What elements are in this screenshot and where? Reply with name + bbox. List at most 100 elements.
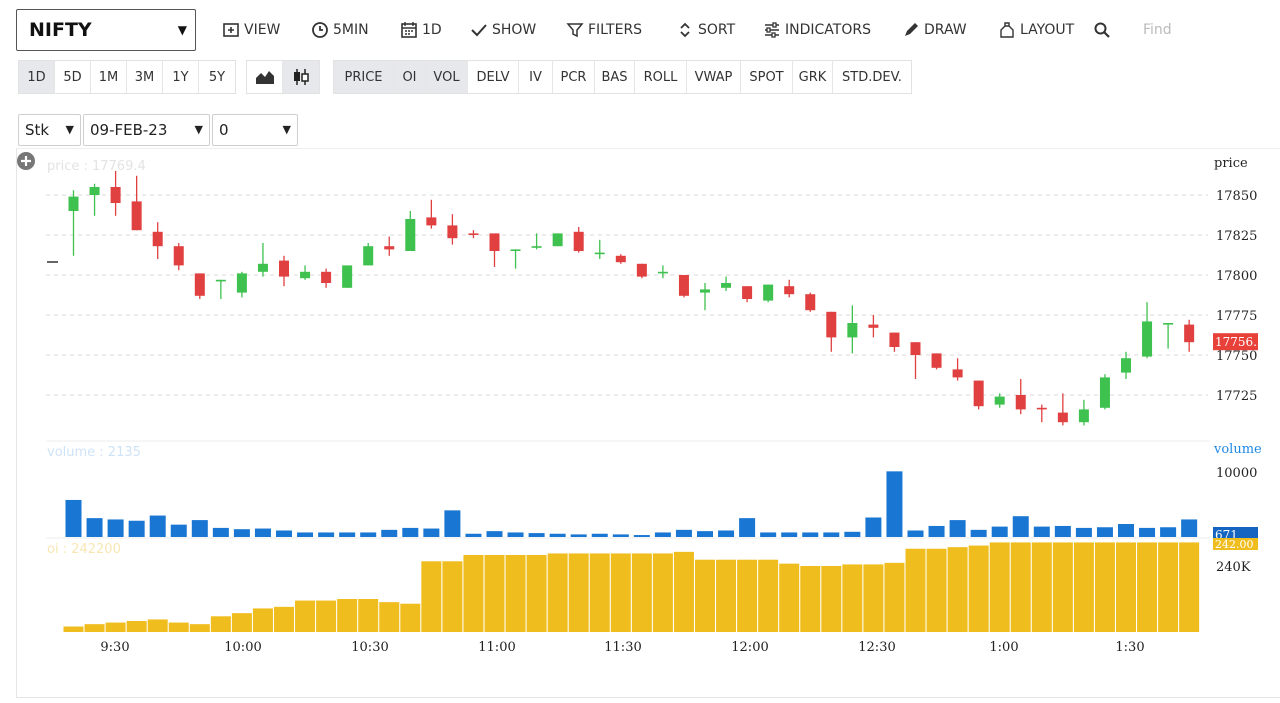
oi-bar	[274, 606, 294, 632]
series-stddev-button[interactable]: STD.DEV.	[842, 69, 902, 85]
area-chart-mode-button[interactable]	[247, 61, 283, 93]
oi-bar	[442, 561, 463, 632]
candle	[1099, 377, 1110, 408]
price-tick-label: 17775	[1216, 309, 1257, 324]
candle	[973, 380, 984, 407]
series-roll-button[interactable]: ROLL	[635, 61, 687, 93]
calendar-icon	[401, 22, 417, 38]
period-1y-button[interactable]: 1Y	[163, 61, 199, 93]
layout-button[interactable]: LAYOUT	[998, 18, 1074, 42]
period-5d-button[interactable]: 5D	[55, 61, 91, 93]
sort-button[interactable]: SORT	[676, 18, 735, 42]
range-label: 1D	[422, 22, 442, 38]
candle	[721, 283, 732, 288]
oi-bar	[337, 599, 358, 632]
indicators-button[interactable]: INDICATORS	[763, 18, 871, 42]
candle	[889, 332, 900, 347]
volume-bar	[654, 532, 671, 537]
series-pcr-button[interactable]: PCR	[553, 61, 595, 93]
expiry-select[interactable]: 09-FEB-23 ▼	[83, 114, 210, 146]
last-price-value: 17756.5	[1215, 335, 1265, 349]
candle	[1142, 321, 1153, 357]
oi-bar	[63, 626, 84, 632]
layout-icon	[1000, 22, 1014, 38]
strike-select[interactable]: 0 ▼	[212, 114, 298, 146]
chart-mode-group	[246, 60, 320, 94]
volume-bar	[886, 471, 903, 537]
candle	[1057, 412, 1068, 423]
view-label: VIEW	[244, 22, 281, 38]
series-oi-button[interactable]: OI	[394, 61, 426, 93]
oi-bar	[316, 600, 337, 632]
layout-label: LAYOUT	[1020, 22, 1075, 38]
oi-bar	[358, 599, 379, 632]
candle	[447, 225, 458, 239]
series-spot-button[interactable]: SPOT	[741, 61, 793, 93]
candle	[805, 294, 816, 311]
candle	[678, 275, 689, 296]
series-group: PRICE OI VOL DELV IV PCR BAS ROLL VWAP SPOT GRK STD…	[333, 60, 912, 94]
candle	[552, 233, 563, 247]
series-vol-button[interactable]: VOL	[426, 61, 468, 93]
oi-bar	[1179, 542, 1200, 632]
oi-bar	[758, 559, 779, 632]
period-5y-button[interactable]: 5Y	[208, 69, 226, 85]
chart-area[interactable]	[16, 148, 1280, 698]
find-input[interactable]: Find	[1143, 22, 1172, 38]
filters-button[interactable]: FILTERS	[566, 18, 642, 42]
series-bas-button[interactable]: BAS	[595, 61, 635, 93]
volume-axis-title: volume	[1213, 442, 1262, 457]
oi-bar	[779, 563, 800, 632]
secondary-toolbar: 1D 5D 1M 3M 1Y 5Y PRICE OI VOL DELV IV PCR BAS ROLL V…	[0, 60, 1280, 96]
oi-bar	[1094, 542, 1115, 632]
volume-bar	[339, 532, 356, 537]
volume-bar	[823, 532, 840, 537]
oi-bar	[252, 608, 273, 632]
oi-legend: oi : 242200	[47, 542, 121, 557]
volume-bar	[297, 532, 314, 537]
range-button[interactable]: 1D	[400, 18, 442, 42]
oi-bar	[926, 548, 947, 632]
oi-bar	[695, 559, 715, 632]
volume-bar	[1139, 527, 1156, 537]
draw-button[interactable]: DRAW	[902, 18, 967, 42]
series-vwap-button[interactable]: VWAP	[687, 61, 741, 93]
oi-bar	[821, 566, 842, 632]
period-3m-button[interactable]: 3M	[127, 61, 163, 93]
candle	[68, 196, 79, 211]
period-1m-button[interactable]: 1M	[91, 61, 127, 93]
instrument-value: Stk	[25, 121, 50, 139]
oi-bar	[210, 616, 231, 632]
search-button[interactable]	[1093, 18, 1111, 42]
oi-bar	[884, 562, 905, 632]
candle	[257, 263, 268, 272]
volume-bar	[444, 510, 461, 537]
period-1d-button[interactable]: 1D	[19, 61, 55, 93]
candle	[363, 246, 374, 266]
show-button[interactable]: SHOW	[470, 18, 536, 42]
oi-bar	[379, 602, 400, 632]
view-button[interactable]: VIEW	[222, 18, 280, 42]
instrument-select[interactable]: Stk ▼	[18, 114, 81, 146]
series-iv-button[interactable]: IV	[519, 61, 553, 93]
volume-bar	[718, 530, 735, 537]
candle	[742, 286, 753, 299]
oi-bar	[168, 622, 189, 632]
candle	[994, 396, 1005, 405]
oi-bar	[147, 619, 168, 632]
volume-bar	[423, 528, 440, 537]
last-price-tag	[1213, 333, 1258, 351]
symbol-select[interactable]: NIFTY ▼	[16, 9, 196, 51]
series-delv-button[interactable]: DELV	[468, 61, 519, 93]
price-tick-label: 17725	[1216, 389, 1257, 404]
interval-button[interactable]: 5MIN	[311, 18, 369, 42]
candlestick-mode-button[interactable]	[283, 61, 319, 93]
oi-bar	[1010, 542, 1031, 632]
volume-bar	[675, 529, 692, 537]
series-price-button[interactable]: PRICE	[334, 61, 394, 93]
candle	[468, 233, 479, 235]
series-grk-button[interactable]: GRK	[793, 61, 833, 93]
candle	[194, 273, 205, 296]
time-tick-label: 12:30	[858, 640, 895, 655]
oi-bar	[673, 551, 694, 632]
